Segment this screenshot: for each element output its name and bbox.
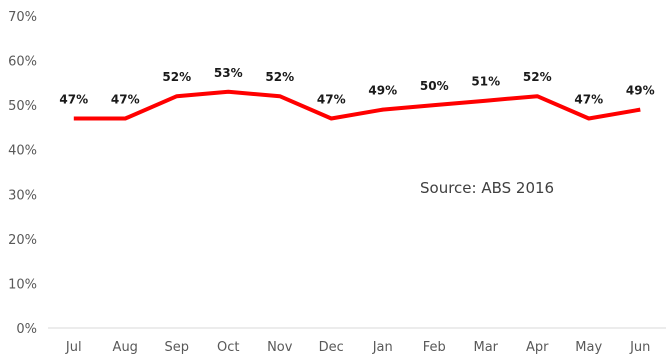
- y-tick-label: 30%: [8, 188, 37, 203]
- x-tick-label: Mar: [473, 340, 498, 355]
- x-tick-label: Jun: [629, 340, 650, 355]
- x-tick-label: Jul: [65, 340, 82, 355]
- y-axis: 0% 10% 20% 30% 40% 50% 60% 70%: [8, 10, 37, 337]
- series-line: [73, 89, 641, 121]
- data-labels: 47% 47% 52% 53% 52% 47% 49% 50% 51% 52% 47% 49%: [59, 66, 654, 107]
- y-tick-label: 10%: [8, 277, 37, 292]
- data-label: 47%: [574, 93, 603, 107]
- x-tick-label: Sep: [164, 340, 189, 355]
- data-label: 47%: [317, 93, 346, 107]
- y-tick-label: 50%: [8, 99, 37, 114]
- data-label: 52%: [265, 70, 294, 84]
- x-tick-label: Apr: [526, 340, 549, 355]
- data-label: 52%: [162, 70, 191, 84]
- data-label: 53%: [214, 66, 243, 80]
- x-axis: Jul Aug Sep Oct Nov Dec Jan Feb Mar Apr May Jun: [65, 340, 651, 355]
- data-label: 51%: [471, 75, 500, 89]
- y-tick-label: 20%: [8, 233, 37, 248]
- data-label: 47%: [59, 93, 88, 107]
- x-tick-label: Dec: [319, 340, 344, 355]
- y-tick-label: 70%: [8, 10, 37, 25]
- x-tick-label: Oct: [217, 340, 239, 355]
- source-annotation: Source: ABS 2016: [420, 179, 554, 197]
- data-label: 49%: [368, 84, 397, 98]
- x-tick-label: Jan: [372, 340, 393, 355]
- y-tick-label: 40%: [8, 144, 37, 159]
- data-label: 52%: [523, 70, 552, 84]
- x-tick-label: Aug: [113, 340, 138, 355]
- y-tick-label: 0%: [16, 322, 37, 337]
- data-label: 49%: [626, 84, 655, 98]
- data-label: 50%: [420, 79, 449, 93]
- x-tick-label: May: [575, 340, 602, 355]
- y-tick-label: 60%: [8, 55, 37, 70]
- x-tick-label: Nov: [267, 340, 293, 355]
- data-label: 47%: [111, 93, 140, 107]
- x-tick-label: Feb: [423, 340, 446, 355]
